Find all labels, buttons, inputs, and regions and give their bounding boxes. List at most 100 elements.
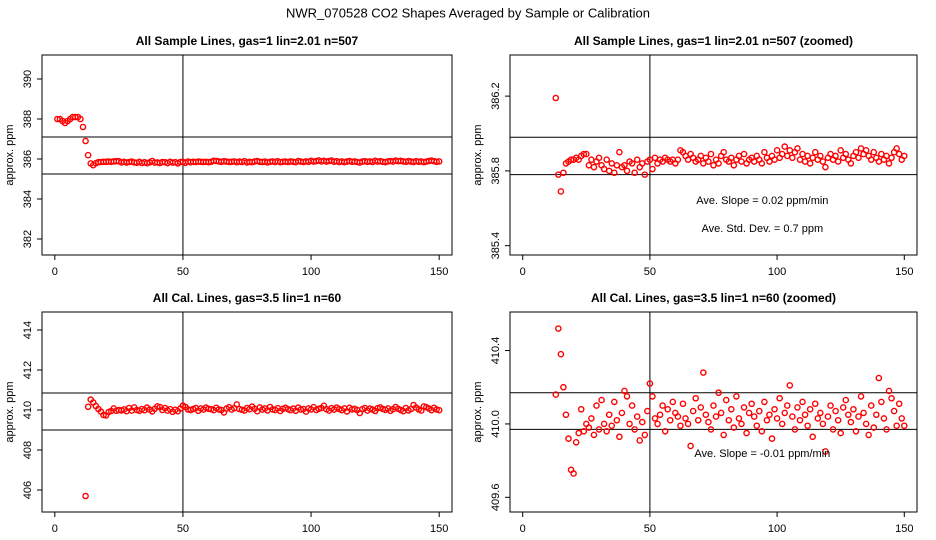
x-tick-label: 50 <box>644 523 656 535</box>
data-point <box>771 405 778 413</box>
x-tick-label: 50 <box>644 266 656 278</box>
data-point <box>580 427 588 435</box>
data-point <box>867 402 875 409</box>
data-point <box>560 169 567 177</box>
x-tick-label: 50 <box>177 266 189 278</box>
data-point <box>552 391 560 398</box>
data-point <box>824 413 832 420</box>
data-point <box>666 416 674 424</box>
data-point <box>796 416 804 424</box>
panel-title: All Sample Lines, gas=1 lin=2.01 n=507 <box>136 34 359 48</box>
data-point <box>822 163 829 171</box>
data-point <box>631 426 638 433</box>
data-point <box>710 402 717 409</box>
data-point <box>743 429 750 437</box>
data-point <box>654 420 661 428</box>
data-point <box>656 411 664 419</box>
data-point <box>817 152 824 160</box>
data-point <box>865 431 872 439</box>
data-point <box>669 398 677 406</box>
data-point <box>715 160 722 167</box>
data-point <box>557 350 565 358</box>
y-tick-label: 386 <box>22 150 34 168</box>
data-point <box>862 420 870 428</box>
x-tick-label: 150 <box>895 266 913 278</box>
data-point <box>819 420 827 428</box>
data-point <box>585 424 593 431</box>
y-tick-label: 382 <box>22 230 34 248</box>
data-point <box>822 448 829 455</box>
plot-frame <box>41 54 453 256</box>
data-point <box>580 150 588 158</box>
x-tick-label: 0 <box>520 266 526 278</box>
data-point <box>616 433 623 441</box>
data-point <box>873 411 880 419</box>
data-point <box>555 325 562 332</box>
data-point <box>806 405 814 413</box>
data-point <box>674 156 682 163</box>
data-point <box>832 152 839 160</box>
data-point <box>433 158 440 166</box>
data-point <box>631 169 638 177</box>
data-point <box>82 492 89 500</box>
data-point <box>753 422 761 430</box>
data-point <box>740 404 748 411</box>
data-point <box>745 409 753 417</box>
data-point <box>717 409 725 417</box>
data-point <box>888 154 895 162</box>
y-tick-label: 390 <box>22 70 34 88</box>
data-point <box>842 150 850 158</box>
data-point <box>649 393 656 400</box>
data-point <box>789 154 796 162</box>
data-point <box>707 150 715 158</box>
data-point <box>565 435 572 442</box>
data-point <box>847 418 855 426</box>
data-point <box>852 148 860 156</box>
x-tick-label: 50 <box>177 523 189 535</box>
data-point <box>900 152 908 160</box>
y-tick-label: 409.6 <box>490 484 502 512</box>
data-point <box>885 387 893 395</box>
data-point <box>758 160 766 167</box>
data-point <box>100 411 107 419</box>
data-point <box>633 156 641 163</box>
data-point <box>435 406 443 414</box>
data-point <box>651 415 659 422</box>
data-point <box>855 413 862 420</box>
y-tick-label: 410.0 <box>490 410 502 438</box>
data-point <box>610 169 618 177</box>
data-point <box>773 415 781 422</box>
data-point <box>781 409 789 417</box>
x-tick-label: 100 <box>768 523 786 535</box>
data-point <box>697 404 705 411</box>
data-point <box>84 403 92 411</box>
data-point <box>725 416 733 424</box>
data-point <box>712 413 720 420</box>
data-point <box>888 394 895 402</box>
y-axis-label: approx. ppm <box>472 381 484 442</box>
data-point <box>850 405 857 413</box>
data-point <box>898 415 906 422</box>
data-point <box>748 400 755 408</box>
data-point <box>572 438 580 446</box>
data-point <box>552 94 560 102</box>
data-point <box>758 427 766 435</box>
data-point <box>834 416 842 424</box>
data-point <box>659 402 666 409</box>
panel-title: All Cal. Lines, gas=3.5 lin=1 n=60 <box>153 291 342 305</box>
y-tick-label: 406 <box>22 481 34 499</box>
data-point <box>811 148 819 156</box>
data-point <box>618 409 626 417</box>
data-point <box>705 418 712 426</box>
data-point <box>733 393 740 400</box>
annotation: Ave. Std. Dev. = 0.7 ppm <box>702 223 824 235</box>
data-point <box>638 418 646 426</box>
data-point <box>794 404 801 411</box>
data-point <box>801 411 809 419</box>
data-point <box>766 411 773 419</box>
y-tick-label: 386.2 <box>490 82 502 110</box>
data-point <box>811 400 819 408</box>
data-point <box>806 160 814 167</box>
